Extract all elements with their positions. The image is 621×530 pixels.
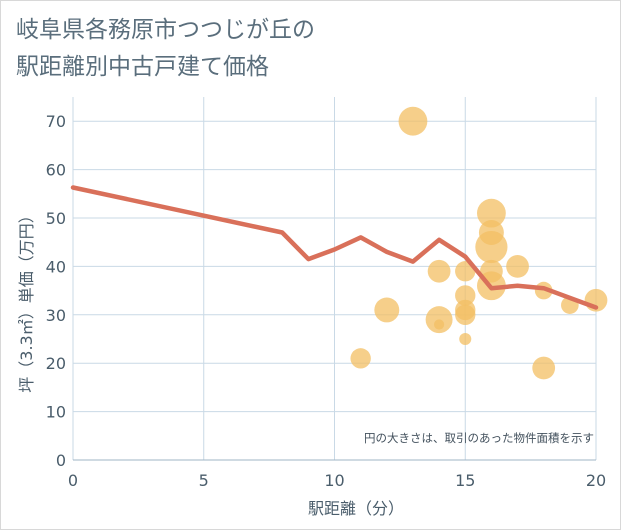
grid-lines (72, 97, 597, 461)
data-point (427, 259, 451, 283)
data-point (374, 297, 400, 323)
data-point (455, 304, 476, 325)
y-tick-label: 30 (46, 306, 66, 325)
y-tick-label: 70 (46, 112, 66, 131)
x-tick-label: 10 (324, 471, 344, 490)
trend-line-group (70, 185, 599, 310)
x-tick-label: 20 (586, 471, 606, 490)
x-tick-label: 5 (199, 471, 209, 490)
chart-title-line-1: 岐阜県各務原市つつじが丘の (16, 17, 315, 43)
x-axis-label: 駅距離（分） (308, 499, 404, 518)
data-point (506, 255, 529, 278)
data-point (434, 319, 445, 330)
trend-line (70, 185, 599, 310)
data-points (350, 106, 608, 380)
y-tick-label: 10 (46, 403, 66, 422)
data-point (477, 198, 506, 228)
size-legend-note: 円の大きさは、取引のあった物件面積を示す (364, 431, 594, 445)
data-point (398, 106, 428, 136)
chart-title-line-2: 駅距離別中古戸建て価格 (16, 54, 269, 80)
x-tick-labels: 0 5 10 15 20 (68, 471, 606, 490)
data-point (350, 348, 371, 369)
y-tick-label: 0 (56, 451, 66, 470)
y-tick-labels: 0 10 20 30 40 50 60 70 (46, 112, 66, 470)
y-tick-label: 20 (46, 354, 66, 373)
y-axis-label: 坪（3.3㎡）単価（万円） (17, 207, 36, 392)
x-tick-label: 0 (68, 471, 78, 490)
data-point (455, 285, 476, 306)
data-point (459, 332, 472, 346)
data-point (475, 230, 508, 264)
y-tick-label: 60 (46, 161, 66, 180)
chart-title: 岐阜県各務原市つつじが丘の 駅距離別中古戸建て価格 (16, 12, 315, 86)
x-tick-label: 15 (455, 471, 475, 490)
data-point (532, 356, 556, 380)
y-tick-label: 50 (46, 209, 66, 228)
y-tick-label: 40 (46, 257, 66, 276)
